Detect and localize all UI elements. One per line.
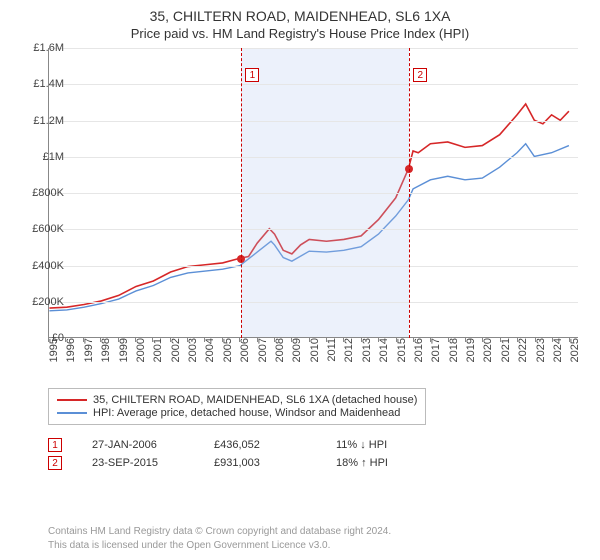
marker-guide-line xyxy=(409,48,410,338)
grid-line xyxy=(49,121,578,122)
x-axis-tick-label: 2014 xyxy=(378,338,390,362)
x-axis-tick-label: 2005 xyxy=(222,338,234,362)
grid-line xyxy=(49,266,578,267)
x-axis-tick-label: 2001 xyxy=(152,338,164,362)
transaction-price: £436,052 xyxy=(214,439,306,451)
x-axis-tick-label: 2007 xyxy=(257,338,269,362)
grid-line xyxy=(49,48,578,49)
grid-line xyxy=(49,193,578,194)
footer-line-2: This data is licensed under the Open Gov… xyxy=(48,539,391,553)
footer-line-1: Contains HM Land Registry data © Crown c… xyxy=(48,525,391,539)
chart-title: 35, CHILTERN ROAD, MAIDENHEAD, SL6 1XA xyxy=(0,8,600,24)
x-axis-tick-label: 2018 xyxy=(448,338,460,362)
x-axis-tick-label: 2011 xyxy=(326,338,338,362)
y-axis-tick-label: £1M xyxy=(20,151,64,163)
marker-number-box: 1 xyxy=(245,68,259,82)
transaction-rows: 1 27-JAN-2006 £436,052 11% ↓ HPI 2 23-SEP-201… xyxy=(48,434,428,474)
x-axis-tick-label: 2022 xyxy=(517,338,529,362)
x-axis-tick-label: 2010 xyxy=(309,338,321,362)
grid-line xyxy=(49,302,578,303)
legend-item: 35, CHILTERN ROAD, MAIDENHEAD, SL6 1XA (… xyxy=(57,394,417,406)
transaction-hpi-delta: 11% ↓ HPI xyxy=(336,439,428,451)
x-axis-tick-label: 2004 xyxy=(204,338,216,362)
legend-swatch xyxy=(57,412,87,414)
title-block: 35, CHILTERN ROAD, MAIDENHEAD, SL6 1XA P… xyxy=(0,0,600,41)
legend-box: 35, CHILTERN ROAD, MAIDENHEAD, SL6 1XA (… xyxy=(48,388,426,425)
y-axis-tick-label: £600K xyxy=(20,223,64,235)
grid-line xyxy=(49,157,578,158)
x-axis-tick-label: 2000 xyxy=(135,338,147,362)
transaction-date: 23-SEP-2015 xyxy=(92,457,184,469)
transaction-marker-number: 1 xyxy=(48,438,62,452)
transaction-row: 1 27-JAN-2006 £436,052 11% ↓ HPI xyxy=(48,438,428,452)
y-axis-tick-label: £1.6M xyxy=(20,42,64,54)
x-axis-tick-label: 2017 xyxy=(430,338,442,362)
x-axis-tick-label: 2024 xyxy=(552,338,564,362)
x-axis-tick-label: 1996 xyxy=(65,338,77,362)
legend-swatch xyxy=(57,399,87,401)
chart-container: 35, CHILTERN ROAD, MAIDENHEAD, SL6 1XA P… xyxy=(0,0,600,560)
chart-subtitle: Price paid vs. HM Land Registry's House … xyxy=(0,26,600,41)
y-axis-tick-label: £1.4M xyxy=(20,78,64,90)
x-axis-tick-label: 1995 xyxy=(48,338,60,362)
y-axis-tick-label: £400K xyxy=(20,260,64,272)
x-axis-tick-label: 2015 xyxy=(396,338,408,362)
x-axis-tick-label: 2019 xyxy=(465,338,477,362)
y-axis-tick-label: £1.2M xyxy=(20,115,64,127)
grid-line xyxy=(49,229,578,230)
transaction-date: 27-JAN-2006 xyxy=(92,439,184,451)
grid-line xyxy=(49,84,578,85)
x-axis-tick-label: 2008 xyxy=(274,338,286,362)
transaction-price: £931,003 xyxy=(214,457,306,469)
x-axis-tick-label: 2002 xyxy=(170,338,182,362)
x-axis-tick-label: 2009 xyxy=(291,338,303,362)
x-axis-tick-label: 2023 xyxy=(535,338,547,362)
x-axis-tick-label: 2025 xyxy=(569,338,581,362)
x-axis-tick-label: 2020 xyxy=(482,338,494,362)
transaction-row: 2 23-SEP-2015 £931,003 18% ↑ HPI xyxy=(48,456,428,470)
plot-area: 12 xyxy=(48,48,578,338)
legend-label: HPI: Average price, detached house, Wind… xyxy=(93,407,400,419)
legend-label: 35, CHILTERN ROAD, MAIDENHEAD, SL6 1XA (… xyxy=(93,394,417,406)
x-axis-tick-label: 2006 xyxy=(239,338,251,362)
transaction-hpi-delta: 18% ↑ HPI xyxy=(336,457,428,469)
x-axis-tick-label: 2021 xyxy=(500,338,512,362)
x-axis-tick-label: 2012 xyxy=(343,338,355,362)
x-axis-tick-label: 2016 xyxy=(413,338,425,362)
y-axis-tick-label: £800K xyxy=(20,187,64,199)
transaction-marker-number: 2 xyxy=(48,456,62,470)
marker-guide-line xyxy=(241,48,242,338)
x-axis-tick-label: 2013 xyxy=(361,338,373,362)
legend-item: HPI: Average price, detached house, Wind… xyxy=(57,407,417,419)
y-axis-tick-label: £200K xyxy=(20,296,64,308)
marker-number-box: 2 xyxy=(413,68,427,82)
x-axis-tick-label: 2003 xyxy=(187,338,199,362)
x-axis-tick-label: 1997 xyxy=(83,338,95,362)
footer-attribution: Contains HM Land Registry data © Crown c… xyxy=(48,525,391,552)
x-axis-tick-label: 1998 xyxy=(100,338,112,362)
x-axis-tick-label: 1999 xyxy=(118,338,130,362)
